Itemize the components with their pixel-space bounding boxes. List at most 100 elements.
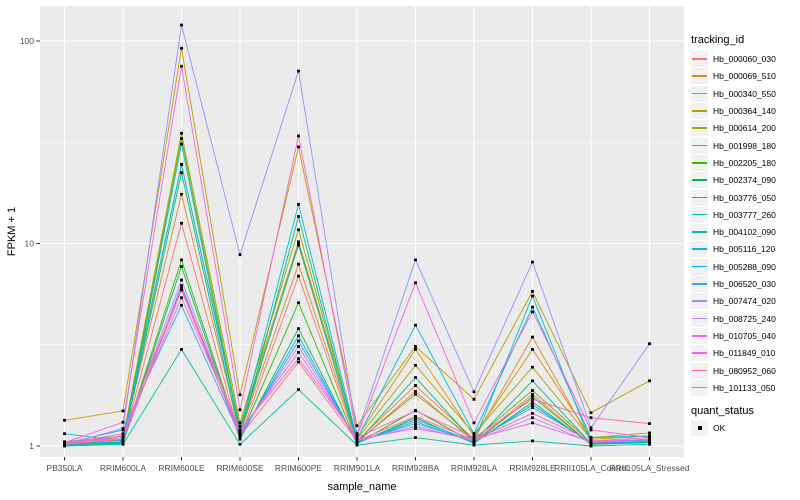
data-point [297,134,300,138]
data-point [63,432,66,436]
data-point [414,364,417,367]
legend-line-swatch-icon [692,283,707,285]
data-point [180,23,183,27]
data-point [121,440,125,444]
legend-key-box [691,379,708,396]
data-point [121,434,125,438]
legend-entry-Hb_000069_510: Hb_000069_510 [691,68,776,85]
data-point [63,418,66,422]
data-point [238,428,242,432]
data-point [589,439,593,443]
legend-line-swatch-icon [692,213,707,216]
data-point [121,436,125,439]
data-point [589,436,593,439]
x-tick-label: RRII105LA_Stressed [610,463,690,473]
data-point [180,131,183,135]
data-point [297,357,300,360]
legend-entry-label: Hb_000340_550 [713,88,776,99]
data-point [180,284,183,287]
data-point [238,393,242,397]
x-tick-label: RRIM600PE [275,463,323,473]
data-point [648,422,651,425]
data-point [472,438,476,442]
data-point [414,415,417,418]
legend-key-box [691,362,708,379]
data-point [414,409,417,413]
data-point [414,348,417,351]
data-point [531,389,534,392]
legend-line-swatch-icon [692,265,707,268]
legend-entry-label: Hb_000614_200 [713,123,776,134]
legend-key-box [691,241,708,258]
data-point [414,390,417,393]
data-point [531,348,534,351]
data-point [297,262,300,266]
data-point [297,274,300,278]
legend-entry-label: Hb_101133_050 [713,382,776,393]
data-point [180,162,183,166]
data-point [531,416,534,420]
data-point [589,444,593,448]
legend-line-swatch-icon [692,334,707,337]
data-point [297,228,300,232]
legend-entry-label: Hb_007474_020 [713,296,776,307]
data-point [297,334,300,338]
x-tick-label: RRIM928LA [451,463,498,473]
data-point [297,345,300,348]
data-point [297,242,300,245]
y-axis-title: FPKM + 1 [6,207,18,256]
x-tick-label: RRIM928LE [509,463,556,473]
data-point [238,421,242,425]
data-point [414,323,417,327]
data-point [297,339,300,343]
data-point [472,436,476,439]
data-point [121,420,125,424]
y-tick-label: 1 [29,441,34,451]
data-point [648,436,651,439]
legend-entry-Hb_002205_180: Hb_002205_180 [691,154,776,171]
x-axis-title: sample_name [327,481,396,493]
data-point [472,390,476,394]
legend-key-box [691,258,708,275]
data-point [180,137,183,140]
data-point [589,426,593,430]
legend-line-swatch-icon [692,317,707,320]
legend-key-box [691,172,708,189]
legend-entry-label: Hb_003776_050 [713,192,776,203]
legend-title-tracking-id: tracking_id [691,34,745,46]
legend-key-box [691,276,708,293]
black-square-point-icon [697,425,702,430]
data-point [414,418,417,421]
data-point [414,420,417,423]
x-tick-label: RRIM600LA [100,463,147,473]
data-point [297,243,300,247]
data-point [180,171,183,174]
data-point [531,421,534,425]
data-point [414,425,417,428]
y-tick-label: 10 [25,239,35,249]
data-point [589,437,593,441]
x-tick-label: RRIM600LE [158,463,205,473]
data-point [180,287,183,290]
legend-line-swatch-icon [692,248,707,251]
legend-entry-Hb_003776_050: Hb_003776_050 [691,189,776,206]
data-point [297,145,300,149]
data-point [180,303,183,307]
data-point [238,425,242,428]
data-point [297,240,300,244]
data-point [180,192,183,196]
legend-entry-Hb_004102_090: Hb_004102_090 [691,224,776,241]
data-point [414,258,417,262]
data-point [121,409,125,413]
data-point [531,379,534,383]
legend-key-box [691,103,708,120]
legend-entry-Hb_011849_010: Hb_011849_010 [691,345,775,362]
data-point [414,427,417,430]
data-point [472,434,476,438]
data-point [297,69,300,73]
data-point [648,379,651,383]
x-tick-label: RRIM600SE [216,463,264,473]
legend-key-box [691,419,708,436]
legend-entry-label: Hb_001998_180 [713,140,776,151]
legend-key-box [691,154,708,171]
